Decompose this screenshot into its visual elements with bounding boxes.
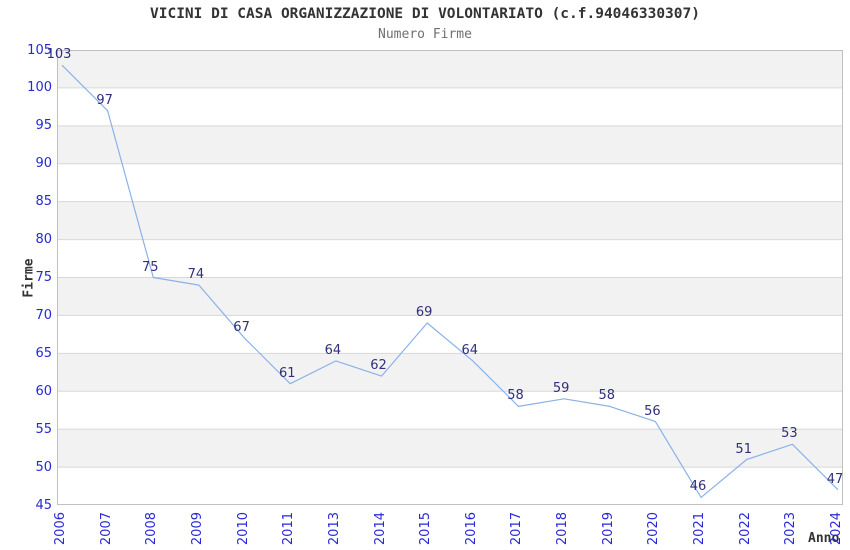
x-tick-label: 2020 xyxy=(646,512,662,546)
background-band xyxy=(57,429,843,468)
y-tick-label: 90 xyxy=(35,156,52,172)
data-point-label: 58 xyxy=(598,388,616,404)
x-tick-label: 2006 xyxy=(53,512,68,546)
background-band xyxy=(57,125,843,164)
data-point-label: 61 xyxy=(278,365,296,381)
x-tick-label: 2019 xyxy=(600,512,616,546)
y-tick-label: 95 xyxy=(35,118,52,134)
x-tick-label: 2017 xyxy=(509,512,525,546)
y-tick-label: 105 xyxy=(27,42,52,58)
data-point-label: 67 xyxy=(233,320,250,336)
background-band xyxy=(57,277,843,316)
data-point-label: 64 xyxy=(461,342,479,358)
y-tick-label: 70 xyxy=(35,307,52,323)
background-band xyxy=(57,50,843,88)
plot-border xyxy=(57,50,843,505)
chart-subtitle: Numero Firme xyxy=(378,27,472,42)
y-tick-label: 80 xyxy=(35,232,52,248)
data-point-label: 74 xyxy=(187,267,205,283)
x-tick-label: 2014 xyxy=(372,512,388,546)
data-point-label: 51 xyxy=(735,441,752,457)
data-point-label: 47 xyxy=(826,471,844,487)
background-band xyxy=(57,201,843,240)
x-tick-label: 2015 xyxy=(418,512,434,546)
x-tick-label: 2009 xyxy=(189,512,205,546)
line-series xyxy=(61,64,839,498)
data-point-label: 97 xyxy=(96,92,113,108)
data-point-label: 75 xyxy=(142,259,159,275)
y-tick-label: 75 xyxy=(35,270,52,285)
x-tick-label: 2018 xyxy=(555,512,571,546)
x-tick-label: 2011 xyxy=(281,512,297,546)
y-tick-label: 45 xyxy=(35,497,52,513)
x-tick-label: 2007 xyxy=(98,512,114,546)
x-tick-label: 2024 xyxy=(829,512,844,546)
x-tick-label: 2021 xyxy=(692,512,708,546)
background-band xyxy=(57,353,843,392)
data-point-label: 64 xyxy=(324,342,342,358)
x-tick-label: 2008 xyxy=(144,512,160,546)
data-point-label: 69 xyxy=(415,305,433,320)
y-tick-label: 50 xyxy=(35,459,52,475)
data-point-label: 56 xyxy=(644,403,661,419)
data-point-label: 46 xyxy=(689,479,707,495)
y-tick-label: 85 xyxy=(35,194,52,210)
data-point-label: 59 xyxy=(552,380,570,396)
x-tick-label: 2016 xyxy=(463,512,479,546)
data-point-label: 58 xyxy=(507,388,524,404)
y-tick-label: 65 xyxy=(35,345,52,361)
x-tick-label: 2022 xyxy=(737,512,753,546)
x-tick-label: 2010 xyxy=(235,512,251,546)
data-point-label: 53 xyxy=(781,426,798,442)
x-tick-label: 2013 xyxy=(326,512,342,546)
plot-area xyxy=(57,50,843,505)
x-tick-label: 2023 xyxy=(783,512,799,546)
y-tick-label: 60 xyxy=(35,383,52,399)
chart-title: VICINI DI CASA ORGANIZZAZIONE DI VOLONTA… xyxy=(150,6,700,22)
y-tick-label: 55 xyxy=(35,421,52,437)
y-tick-label: 100 xyxy=(27,80,52,96)
x-axis-title: Anno xyxy=(808,531,840,546)
data-point-label: 62 xyxy=(370,358,387,374)
data-point-label: 103 xyxy=(46,47,72,63)
